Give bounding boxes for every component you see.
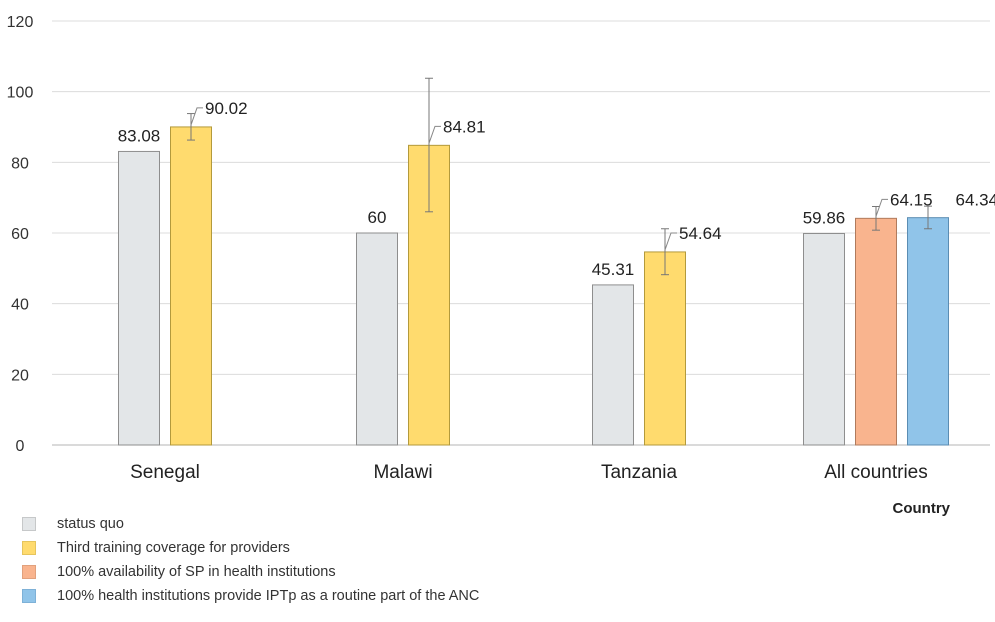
- leader-line: [664, 232, 677, 251]
- y-axis-ticks: 0 20 40 60 80 100 120: [7, 14, 34, 455]
- data-label: 64.15: [890, 190, 933, 209]
- leader-line: [428, 125, 441, 144]
- bar: [592, 284, 634, 446]
- data-label: 90.02: [205, 99, 248, 118]
- data-label: 64.34: [956, 191, 995, 210]
- bar: [803, 232, 845, 446]
- data-label: 59.86: [803, 208, 846, 227]
- bar: [907, 217, 949, 446]
- leader-line: [875, 198, 888, 217]
- legend-item-training-coverage: Third training coverage for providers: [22, 536, 479, 560]
- y-tick-label: 0: [16, 438, 25, 455]
- y-tick-label: 20: [11, 367, 29, 384]
- legend-label: 100% availability of SP in health instit…: [57, 564, 336, 580]
- y-tick-label: 60: [11, 226, 29, 243]
- data-label: 60: [368, 208, 387, 227]
- error-bars: [187, 77, 932, 276]
- legend-label: Third training coverage for providers: [57, 540, 290, 556]
- legend-swatch: [22, 589, 36, 603]
- bar: [356, 232, 398, 446]
- data-label: 45.31: [592, 260, 635, 279]
- x-tick-label: All countries: [824, 462, 928, 483]
- bar: [855, 217, 897, 446]
- y-tick-label: 120: [7, 14, 34, 31]
- data-label: 54.64: [679, 224, 722, 243]
- bar: [118, 150, 160, 446]
- data-label: 84.81: [443, 117, 486, 136]
- leader-line: [190, 107, 203, 126]
- legend-label: status quo: [57, 516, 124, 532]
- bar: [170, 126, 212, 446]
- x-axis-ticks: Senegal Malawi Tanzania All countries: [130, 462, 928, 483]
- data-label: 83.08: [118, 126, 161, 145]
- x-axis-title: Country: [892, 500, 951, 517]
- legend-item-status-quo: status quo: [22, 512, 479, 536]
- legend-item-iptp-routine: 100% health institutions provide IPTp as…: [22, 584, 479, 608]
- legend-swatch: [22, 517, 36, 531]
- y-tick-label: 80: [11, 155, 29, 172]
- legend: status quo Third training coverage for p…: [22, 512, 479, 608]
- y-tick-label: 100: [7, 85, 34, 102]
- legend-swatch: [22, 541, 36, 555]
- x-tick-label: Tanzania: [601, 462, 677, 483]
- legend-label: 100% health institutions provide IPTp as…: [57, 588, 480, 604]
- bar: [644, 251, 686, 446]
- bars: [118, 126, 949, 446]
- x-tick-label: Malawi: [373, 462, 432, 483]
- chart: 0 20 40 60 80 100 120 83.08 90.02 60 84.81 45.31 54…: [7, 14, 995, 483]
- data-labels: 83.08 90.02 60 84.81 45.31 54.64 59.86 64.15 64.…: [118, 99, 995, 279]
- x-tick-label: Senegal: [130, 462, 200, 483]
- legend-item-sp-availability: 100% availability of SP in health instit…: [22, 560, 479, 584]
- legend-swatch: [22, 565, 36, 579]
- y-tick-label: 40: [11, 297, 29, 314]
